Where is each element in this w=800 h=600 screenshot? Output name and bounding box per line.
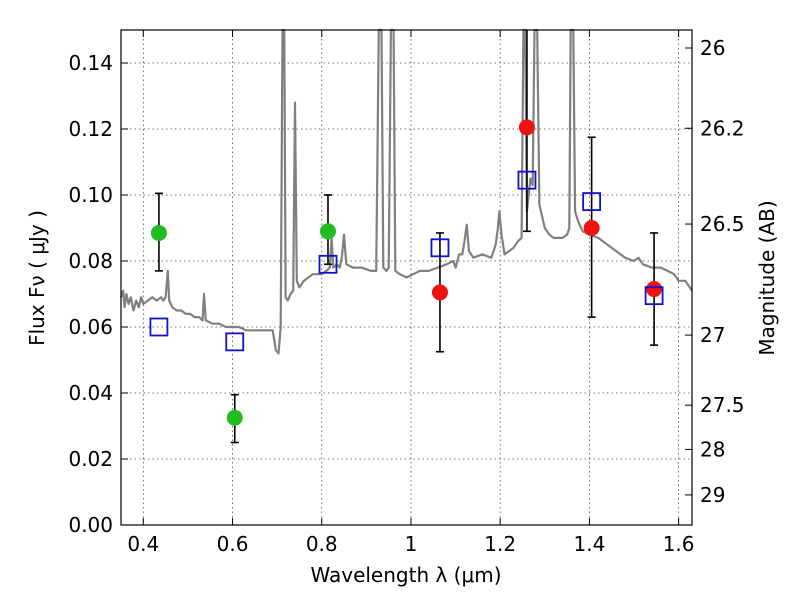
x-tick-label: 0.4: [127, 532, 159, 556]
plot-frame: [120, 29, 693, 526]
data-point: [319, 223, 336, 240]
grid-lines: [121, 30, 692, 526]
model-point: [644, 286, 664, 306]
model-point: [430, 238, 450, 258]
y2-axis-label: Magnitude (AB): [755, 200, 779, 355]
y-tick-label: 0.14: [68, 51, 113, 75]
y2-tick-label: 29: [700, 483, 725, 507]
x-tick-label: 1: [405, 532, 418, 556]
y2-tick-label: 27.5: [700, 393, 745, 417]
data-point: [150, 224, 167, 241]
y2-tick-label: 26.2: [700, 116, 745, 140]
axis-ticks: 0.4 0.6 0.8 1 1.2 1.4 1.6 0.00 0.02 0.04 0.06 0.08 0…: [68, 30, 745, 556]
model-point: [149, 317, 169, 337]
x-tick-label: 1.6: [663, 532, 695, 556]
x-axis-label: Wavelength λ (μm): [310, 563, 501, 587]
y-axis-label: Flux Fν ( μJy ): [25, 210, 49, 346]
spectrum-line: [119, 28, 693, 355]
model-point: [225, 332, 245, 352]
y-tick-label: 0.12: [68, 117, 113, 141]
y-tick-label: 0.10: [68, 183, 113, 207]
data-point: [226, 409, 243, 426]
data-point: [646, 281, 663, 298]
data-point: [431, 284, 448, 301]
y2-tick-label: 26: [700, 36, 725, 60]
x-tick-label: 0.6: [217, 532, 249, 556]
data-point: [518, 119, 535, 136]
data-point: [583, 220, 600, 236]
x-tick-label: 1.4: [573, 532, 605, 556]
y-tick-label: 0.04: [68, 381, 113, 405]
y-tick-label: 0.08: [68, 249, 113, 273]
y2-tick-label: 27: [700, 323, 725, 347]
y-tick-label: 0.02: [68, 447, 113, 471]
photometry-points: [149, 30, 664, 444]
model-spectrum: [119, 28, 693, 355]
y-tick-label: 0.00: [68, 513, 113, 537]
model-point: [517, 170, 537, 190]
model-point: [318, 254, 338, 274]
model-point: [582, 192, 602, 212]
x-tick-label: 1.2: [484, 532, 516, 556]
y2-tick-label: 28: [700, 437, 725, 461]
x-tick-label: 0.8: [306, 532, 338, 556]
y2-tick-label: 26.5: [700, 212, 745, 236]
y-tick-label: 0.06: [68, 315, 113, 339]
